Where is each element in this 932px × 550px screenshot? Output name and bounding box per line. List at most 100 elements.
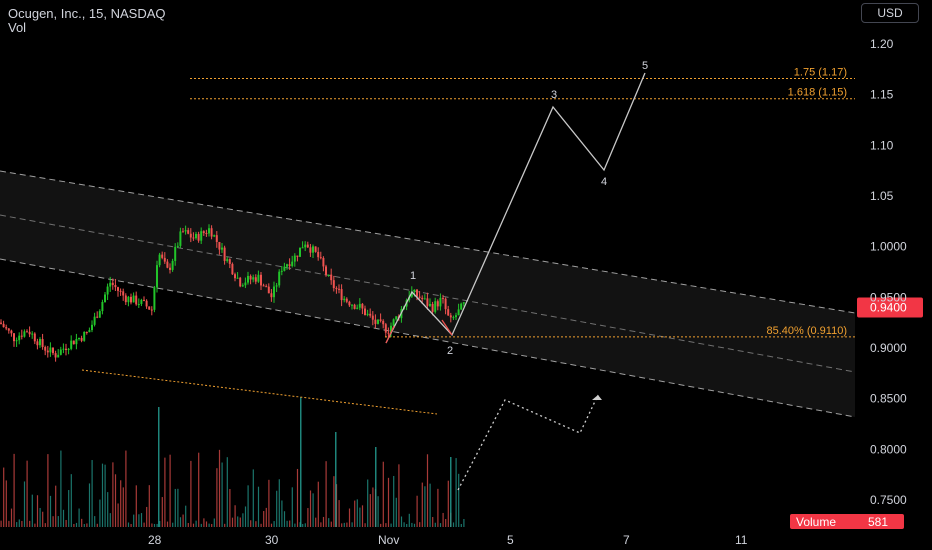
candle-body [93, 316, 96, 325]
volume-bar [364, 523, 366, 527]
volume-bar [224, 523, 226, 527]
channel-upper-line [0, 170, 856, 314]
volume-bar [289, 520, 291, 527]
x-tick-label: 5 [507, 533, 514, 547]
candle-body [13, 333, 15, 342]
volume-bar [138, 514, 140, 527]
chart-title: Ocugen, Inc., 15, NASDAQ [8, 6, 166, 21]
candle-body [83, 331, 86, 341]
volume-bar [320, 522, 322, 527]
volume-bar [361, 505, 364, 527]
candle-body [377, 319, 379, 324]
candle-body [244, 282, 247, 286]
volume-bar [158, 407, 160, 527]
price-axis[interactable]: 1.20 1.15 1.10 1.05 1.0000 0.9500 0.9000 0.8500… [870, 37, 907, 507]
candle-body [197, 233, 200, 241]
candle-body [96, 316, 99, 318]
volume-bar [291, 487, 293, 527]
volume-bar [367, 479, 369, 527]
wave-label: 3 [551, 89, 557, 101]
candle-body [122, 291, 125, 296]
candle-body [291, 261, 294, 267]
volume-bar [231, 517, 234, 527]
volume-bar [351, 522, 353, 527]
volume-bar [62, 509, 65, 527]
volume-bar [239, 517, 241, 527]
volume-bar [377, 496, 379, 527]
candle-body [293, 255, 296, 262]
candle-body [44, 347, 47, 351]
wave-label: 1 [410, 270, 416, 282]
volume-bar [237, 516, 239, 527]
candle-body [208, 228, 210, 234]
candle-body [278, 271, 281, 286]
candle-body [387, 332, 390, 334]
candle-body [384, 324, 387, 333]
candle-body [101, 301, 104, 312]
volume-bar [73, 523, 75, 527]
wave-label: 2 [447, 345, 453, 357]
time-axis[interactable]: 28 30 Nov 5 7 11 [148, 533, 748, 547]
volume-bar [114, 474, 117, 527]
volume-bar [143, 522, 145, 527]
volume-bar [5, 480, 7, 527]
volume-bar [172, 522, 174, 527]
volume-bar [400, 516, 403, 527]
volume-bar [276, 490, 278, 527]
volume-bar [255, 521, 257, 527]
candle-body [130, 296, 132, 303]
volume-bar [393, 475, 395, 527]
volume-bar [190, 460, 192, 527]
volume-bar [390, 523, 392, 527]
candle-body [369, 313, 372, 316]
volume-tag-label: Volume [796, 515, 836, 529]
volume-bar [247, 485, 249, 527]
volume-bar [263, 511, 265, 527]
candle-body [215, 235, 218, 242]
volume-bar [398, 464, 400, 527]
volume-bar [182, 514, 184, 527]
candle-body [317, 251, 320, 258]
y-tick-label: 1.0000 [870, 240, 907, 254]
volume-bar [286, 520, 288, 527]
candle-body [283, 266, 286, 271]
volume-bar [135, 485, 137, 527]
candle-body [309, 247, 312, 253]
candle-body [257, 274, 260, 282]
volume-bar [65, 519, 67, 527]
volume-bar [312, 493, 314, 527]
volume-bar [429, 483, 431, 527]
volume-bar [52, 516, 54, 527]
volume-bar [185, 505, 187, 527]
volume-bar [36, 495, 39, 527]
candle-body [247, 275, 249, 283]
volume-bar [195, 520, 197, 527]
volume-bar [283, 511, 286, 527]
candle-body [145, 300, 148, 307]
candle-body [260, 274, 262, 286]
volume-bar [338, 500, 340, 527]
candle-body [213, 235, 216, 237]
candle-body [296, 255, 299, 257]
candle-body [148, 306, 151, 310]
volume-bar [161, 497, 163, 527]
y-tick-label: 0.8000 [870, 442, 907, 456]
candle-body [364, 308, 366, 316]
volume-bar [120, 480, 122, 527]
currency-button[interactable]: USD [861, 3, 919, 23]
volume-bar [203, 518, 205, 527]
volume-indicator-label[interactable]: Vol [8, 20, 27, 35]
candle-body [267, 286, 270, 294]
candle-body [286, 264, 288, 267]
volume-bar [294, 523, 296, 527]
candle-body [332, 280, 335, 289]
volume-bar [26, 460, 28, 527]
volume-bar [169, 454, 171, 527]
candle-body [75, 338, 78, 345]
volume-bar [205, 521, 208, 527]
candle-body [135, 295, 138, 305]
volume-bar [174, 488, 176, 527]
candle-body [449, 315, 452, 318]
candle-body [322, 257, 325, 267]
